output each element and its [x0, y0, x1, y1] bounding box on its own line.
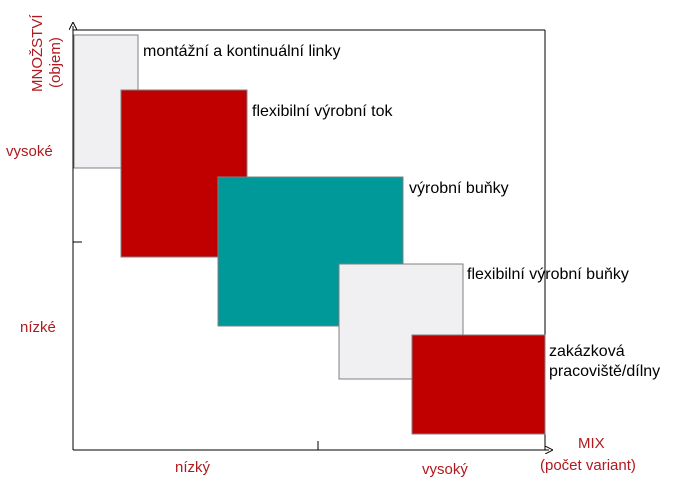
box-label: pracoviště/dílny [549, 363, 660, 380]
x-level-label: vysoký [422, 461, 468, 478]
y-level-label: nízké [20, 319, 56, 336]
box [411, 334, 546, 435]
y-level-label: vysoké [6, 143, 53, 160]
box-label: montážní a kontinuální linky [143, 43, 340, 60]
x-level-label: nízký [175, 459, 211, 476]
box-label: flexibilní výrobní buňky [467, 266, 629, 283]
x-axis-label: MIX [578, 435, 605, 452]
box-label: zakázková [549, 343, 625, 360]
box-label: flexibilní výrobní tok [252, 103, 394, 120]
x-axis-label: (počet variant) [540, 457, 636, 474]
y-axis-label: MNOŽSTVÍ [29, 14, 46, 92]
box-label: výrobní buňky [409, 180, 509, 197]
y-axis-label: (objem) [47, 37, 64, 88]
